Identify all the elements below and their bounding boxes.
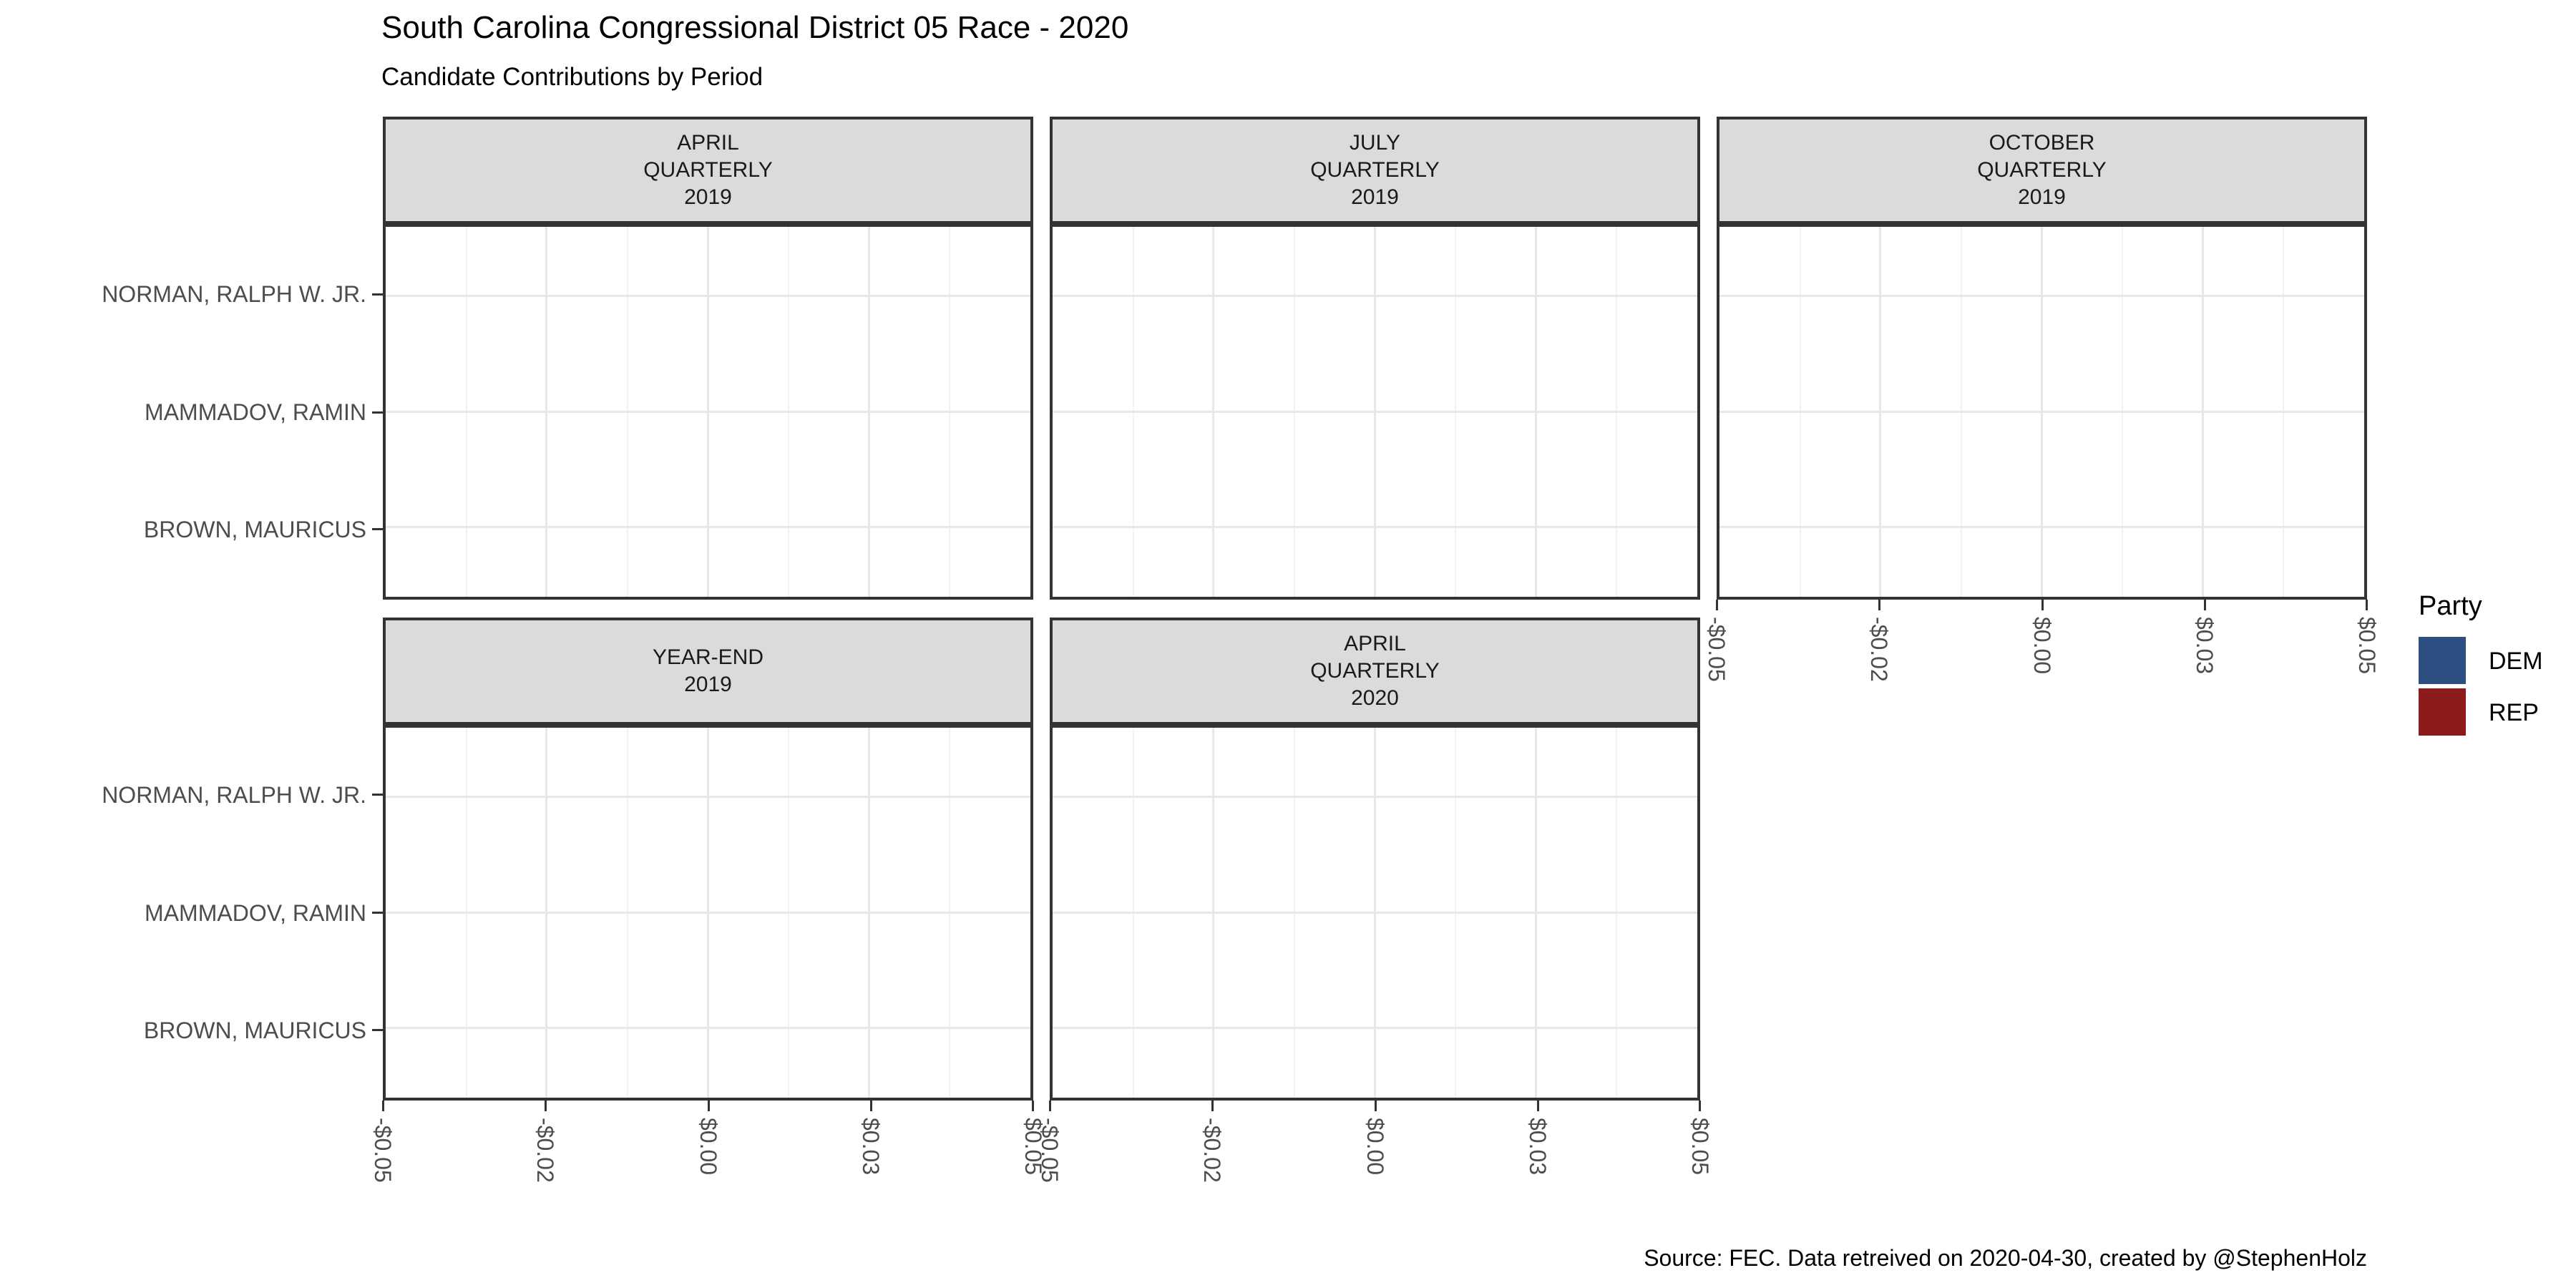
y-axis-label-norman: NORMAN, RALPH W. JR. <box>102 782 366 808</box>
x-axis-april-quarterly-2020: -$0.05 -$0.02 $0.00 $0.03 $0.05 <box>1037 1101 1713 1229</box>
y-tick-mark <box>372 293 383 296</box>
x-axis-year-end-2019: -$0.05 -$0.02 $0.00 $0.03 $0.05 <box>370 1101 1046 1229</box>
x-tick-mark <box>1878 600 1881 610</box>
x-tick-mark <box>1032 1101 1034 1111</box>
x-tick-mark <box>1699 1101 1701 1111</box>
x-axis-october-quarterly-2019: -$0.05 -$0.02 $0.00 $0.03 $0.05 <box>1704 600 2380 728</box>
x-tick-label: $0.00 <box>1362 1118 1388 1176</box>
facet-strip-july-quarterly-2019: JULY QUARTERLY 2019 <box>1050 117 1700 224</box>
gridline <box>1719 410 2364 413</box>
facet-panel-april-quarterly-2019 <box>383 224 1033 600</box>
y-tick-mark <box>372 528 383 530</box>
x-tick-mark <box>545 1101 547 1111</box>
gridline <box>386 911 1030 914</box>
x-tick-mark <box>2366 600 2368 610</box>
legend-label-dem: DEM <box>2489 648 2543 675</box>
x-tick-mark <box>707 1101 710 1111</box>
x-tick-label: $0.05 <box>2354 617 2380 675</box>
x-tick-label: $0.00 <box>2029 617 2055 675</box>
x-tick-label: -$0.02 <box>1199 1118 1226 1183</box>
x-tick-label: -$0.02 <box>532 1118 559 1183</box>
gridline <box>1053 410 1697 413</box>
facet-strip-label: OCTOBER QUARTERLY 2019 <box>1977 131 2107 209</box>
x-tick-label: $0.03 <box>857 1118 884 1176</box>
gridline <box>386 1027 1030 1030</box>
gridline <box>386 795 1030 798</box>
gridline <box>1053 294 1697 297</box>
y-tick-mark <box>372 1029 383 1031</box>
y-tick-mark <box>372 411 383 414</box>
gridline <box>1053 1027 1697 1030</box>
gridline <box>386 410 1030 413</box>
gridline <box>1719 526 2364 529</box>
facet-strip-october-quarterly-2019: OCTOBER QUARTERLY 2019 <box>1717 117 2367 224</box>
x-tick-mark <box>2203 600 2206 610</box>
gridline <box>1719 294 2364 297</box>
x-tick-label: -$0.05 <box>1704 617 1729 682</box>
legend-label-rep: REP <box>2489 699 2539 726</box>
x-tick-mark <box>1211 1101 1214 1111</box>
x-tick-label: $0.03 <box>1524 1118 1551 1176</box>
y-tick-mark <box>372 794 383 796</box>
facet-strip-label: YEAR-END 2019 <box>652 645 764 696</box>
gridline <box>1053 911 1697 914</box>
y-tick-mark <box>372 912 383 914</box>
legend-swatch-dem <box>2419 637 2466 684</box>
x-tick-mark <box>1374 1101 1377 1111</box>
x-tick-label: $0.03 <box>2191 617 2218 675</box>
x-tick-mark <box>869 1101 872 1111</box>
page-subtitle: Candidate Contributions by Period <box>381 63 763 91</box>
gridline <box>386 294 1030 297</box>
x-tick-label: -$0.05 <box>370 1118 396 1183</box>
legend-title: Party <box>2419 591 2482 621</box>
x-tick-mark <box>1536 1101 1539 1111</box>
gridline <box>1053 526 1697 529</box>
y-axis-label-brown: BROWN, MAURICUS <box>143 517 366 542</box>
x-tick-mark <box>2041 600 2044 610</box>
x-tick-label: -$0.02 <box>1866 617 1893 682</box>
facet-strip-label: JULY QUARTERLY 2019 <box>1310 131 1440 209</box>
facet-strip-label: APRIL QUARTERLY 2019 <box>643 131 773 209</box>
x-tick-label: -$0.05 <box>1037 1118 1063 1183</box>
y-axis-label-brown: BROWN, MAURICUS <box>143 1018 366 1043</box>
x-tick-mark <box>382 1101 384 1111</box>
facet-panel-year-end-2019 <box>383 725 1033 1101</box>
x-tick-label: $0.00 <box>695 1118 721 1176</box>
x-tick-mark <box>1716 600 1718 610</box>
x-tick-label: $0.05 <box>1687 1118 1713 1176</box>
y-axis-label-mammadov: MAMMADOV, RAMIN <box>145 399 366 425</box>
facet-panel-april-quarterly-2020 <box>1050 725 1700 1101</box>
x-tick-mark <box>1049 1101 1051 1111</box>
caption: Source: FEC. Data retreived on 2020-04-3… <box>1644 1245 2367 1271</box>
facet-strip-label: APRIL QUARTERLY 2020 <box>1310 632 1440 710</box>
facet-panel-october-quarterly-2019 <box>1717 224 2367 600</box>
legend-swatch-rep <box>2419 688 2466 736</box>
page-title: South Carolina Congressional District 05… <box>381 10 1129 45</box>
facet-strip-april-quarterly-2019: APRIL QUARTERLY 2019 <box>383 117 1033 224</box>
y-axis-label-mammadov: MAMMADOV, RAMIN <box>145 900 366 926</box>
gridline <box>1053 795 1697 798</box>
facet-panel-july-quarterly-2019 <box>1050 224 1700 600</box>
gridline <box>386 526 1030 529</box>
facet-strip-year-end-2019: YEAR-END 2019 <box>383 618 1033 725</box>
y-axis-label-norman: NORMAN, RALPH W. JR. <box>102 281 366 307</box>
facet-strip-april-quarterly-2020: APRIL QUARTERLY 2020 <box>1050 618 1700 725</box>
